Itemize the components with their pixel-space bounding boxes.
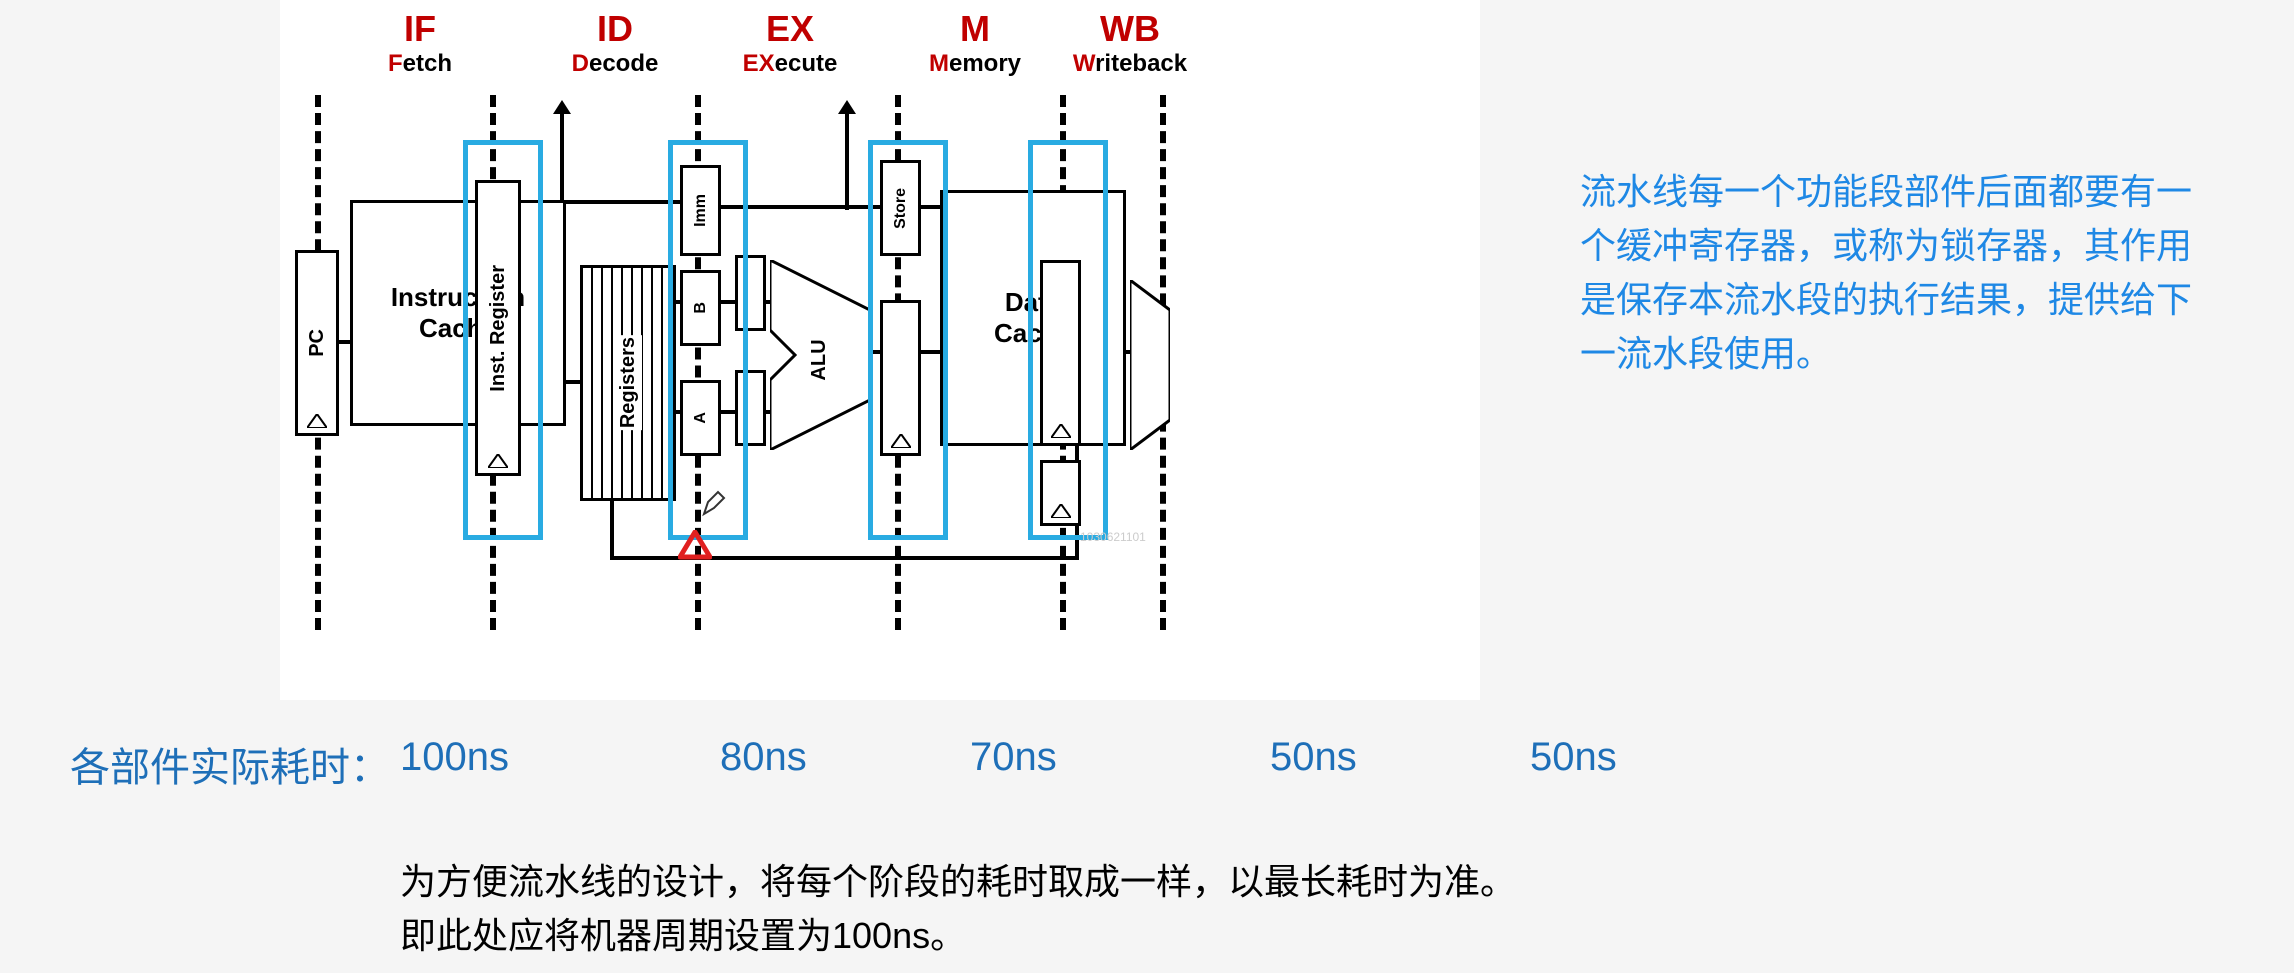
timing-value: 50ns: [1530, 735, 1617, 780]
stage-header-m: M Memory: [905, 8, 1045, 78]
timing-value: 70ns: [970, 735, 1057, 780]
alu-block: ALU: [770, 260, 870, 450]
stage-full: Fetch: [360, 50, 480, 78]
registers-block: Registers: [580, 265, 676, 501]
watermark-text: 1030621101: [1080, 530, 1146, 544]
stage-abbrev: WB: [1050, 8, 1210, 50]
stage-abbrev: ID: [555, 8, 675, 50]
stage-full: Decode: [555, 50, 675, 78]
arrowhead-icon: [553, 100, 571, 114]
latch-highlight: [868, 140, 948, 540]
red-marker-icon: [678, 530, 712, 560]
stage-header-wb: WB Writeback: [1050, 8, 1210, 78]
timing-value: 80ns: [720, 735, 807, 780]
body-line-1: 为方便流水线的设计，将每个阶段的耗时取成一样，以最长耗时为准。: [400, 855, 1516, 909]
latch-highlight: [668, 140, 748, 540]
stage-header-ex: EX EXecute: [720, 8, 860, 78]
timing-value: 100ns: [400, 735, 509, 780]
wire: [560, 110, 564, 200]
pen-cursor-icon: [700, 490, 728, 518]
stage-abbrev: IF: [360, 8, 480, 50]
stage-header-if: IF Fetch: [360, 8, 480, 78]
stage-abbrev: EX: [720, 8, 860, 50]
timing-row-label: 各部件实际耗时：: [70, 735, 390, 793]
annotation-paragraph: 流水线每一个功能段部件后面都要有一个缓冲寄存器，或称为锁存器，其作用是保存本流水…: [1580, 165, 2200, 381]
latch-highlight: [1028, 140, 1108, 540]
wire: [845, 110, 849, 210]
stage-header-id: ID Decode: [555, 8, 675, 78]
pc-block: PC: [295, 250, 339, 436]
body-line-2: 即此处应将机器周期设置为100ns。: [400, 909, 1516, 963]
timing-value: 50ns: [1270, 735, 1357, 780]
pipeline-diagram: IF Fetch ID Decode EX EXecute M Memory W…: [280, 0, 1480, 700]
body-text: 为方便流水线的设计，将每个阶段的耗时取成一样，以最长耗时为准。 即此处应将机器周…: [400, 855, 1516, 963]
block-label: Registers: [615, 335, 642, 430]
stage-full: Memory: [905, 50, 1045, 78]
block-label: PC: [306, 329, 329, 357]
stage-full: Writeback: [1050, 50, 1210, 78]
block-label: ALU: [808, 339, 830, 380]
arrowhead-icon: [838, 100, 856, 114]
wire: [610, 495, 614, 560]
latch-highlight: [463, 140, 543, 540]
stage-full: EXecute: [720, 50, 860, 78]
wb-mux-block: [1130, 280, 1170, 450]
stage-abbrev: M: [905, 8, 1045, 50]
clock-triangle-icon: [307, 414, 327, 428]
